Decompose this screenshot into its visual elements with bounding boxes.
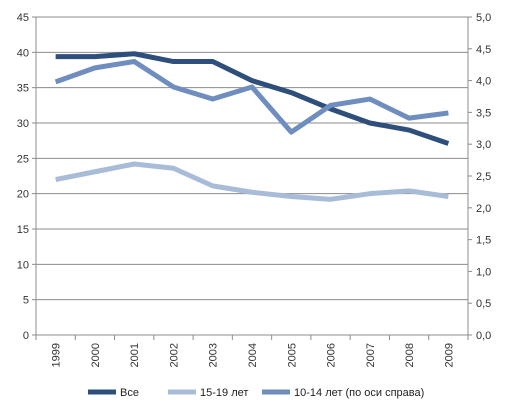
legend-label: 15-19 лет xyxy=(200,387,248,399)
legend-label: Все xyxy=(120,387,139,399)
x-tick-label: 2001 xyxy=(129,343,141,367)
y-left-tick-label: 45 xyxy=(17,12,29,24)
y-left-tick-label: 15 xyxy=(17,224,29,236)
y-right-tick-label: 2,0 xyxy=(476,203,491,215)
x-tick-label: 1999 xyxy=(51,343,63,367)
x-tick-label: 2003 xyxy=(208,343,220,367)
x-tick-label: 2004 xyxy=(247,343,259,367)
y-left-tick-label: 20 xyxy=(17,189,29,201)
y-right-tick-label: 0,0 xyxy=(476,330,491,342)
y-right-tick-label: 3,0 xyxy=(476,139,491,151)
y-right-tick-label: 0,5 xyxy=(476,298,491,310)
y-right-tick-label: 1,5 xyxy=(476,235,491,247)
y-right-tick-label: 1,0 xyxy=(476,266,491,278)
y-right-tick-label: 2,5 xyxy=(476,171,491,183)
y-left-tick-label: 30 xyxy=(17,118,29,130)
y-left-tick-label: 40 xyxy=(17,47,29,59)
x-tick-label: 2000 xyxy=(90,343,102,367)
series-line-2 xyxy=(54,59,449,135)
x-tick-label: 2006 xyxy=(326,343,338,367)
y-right-tick-label: 5,0 xyxy=(476,12,491,24)
x-tick-label: 2007 xyxy=(365,343,377,367)
y-left-tick-label: 5 xyxy=(23,295,29,307)
x-tick-label: 2002 xyxy=(168,343,180,367)
y-left-tick-label: 10 xyxy=(17,259,29,271)
y-right-tick-label: 3,5 xyxy=(476,107,491,119)
x-tick-label: 2005 xyxy=(286,343,298,367)
y-left-tick-label: 35 xyxy=(17,83,29,95)
y-right-tick-label: 4,5 xyxy=(476,44,491,56)
y-right-tick-label: 4,0 xyxy=(476,76,491,88)
y-left-tick-label: 0 xyxy=(23,330,29,342)
y-left-tick-label: 25 xyxy=(17,153,29,165)
x-tick-label: 2008 xyxy=(404,343,416,367)
legend-label: 10-14 лет (по оси справа) xyxy=(294,387,424,399)
x-tick-label: 2009 xyxy=(443,343,455,367)
